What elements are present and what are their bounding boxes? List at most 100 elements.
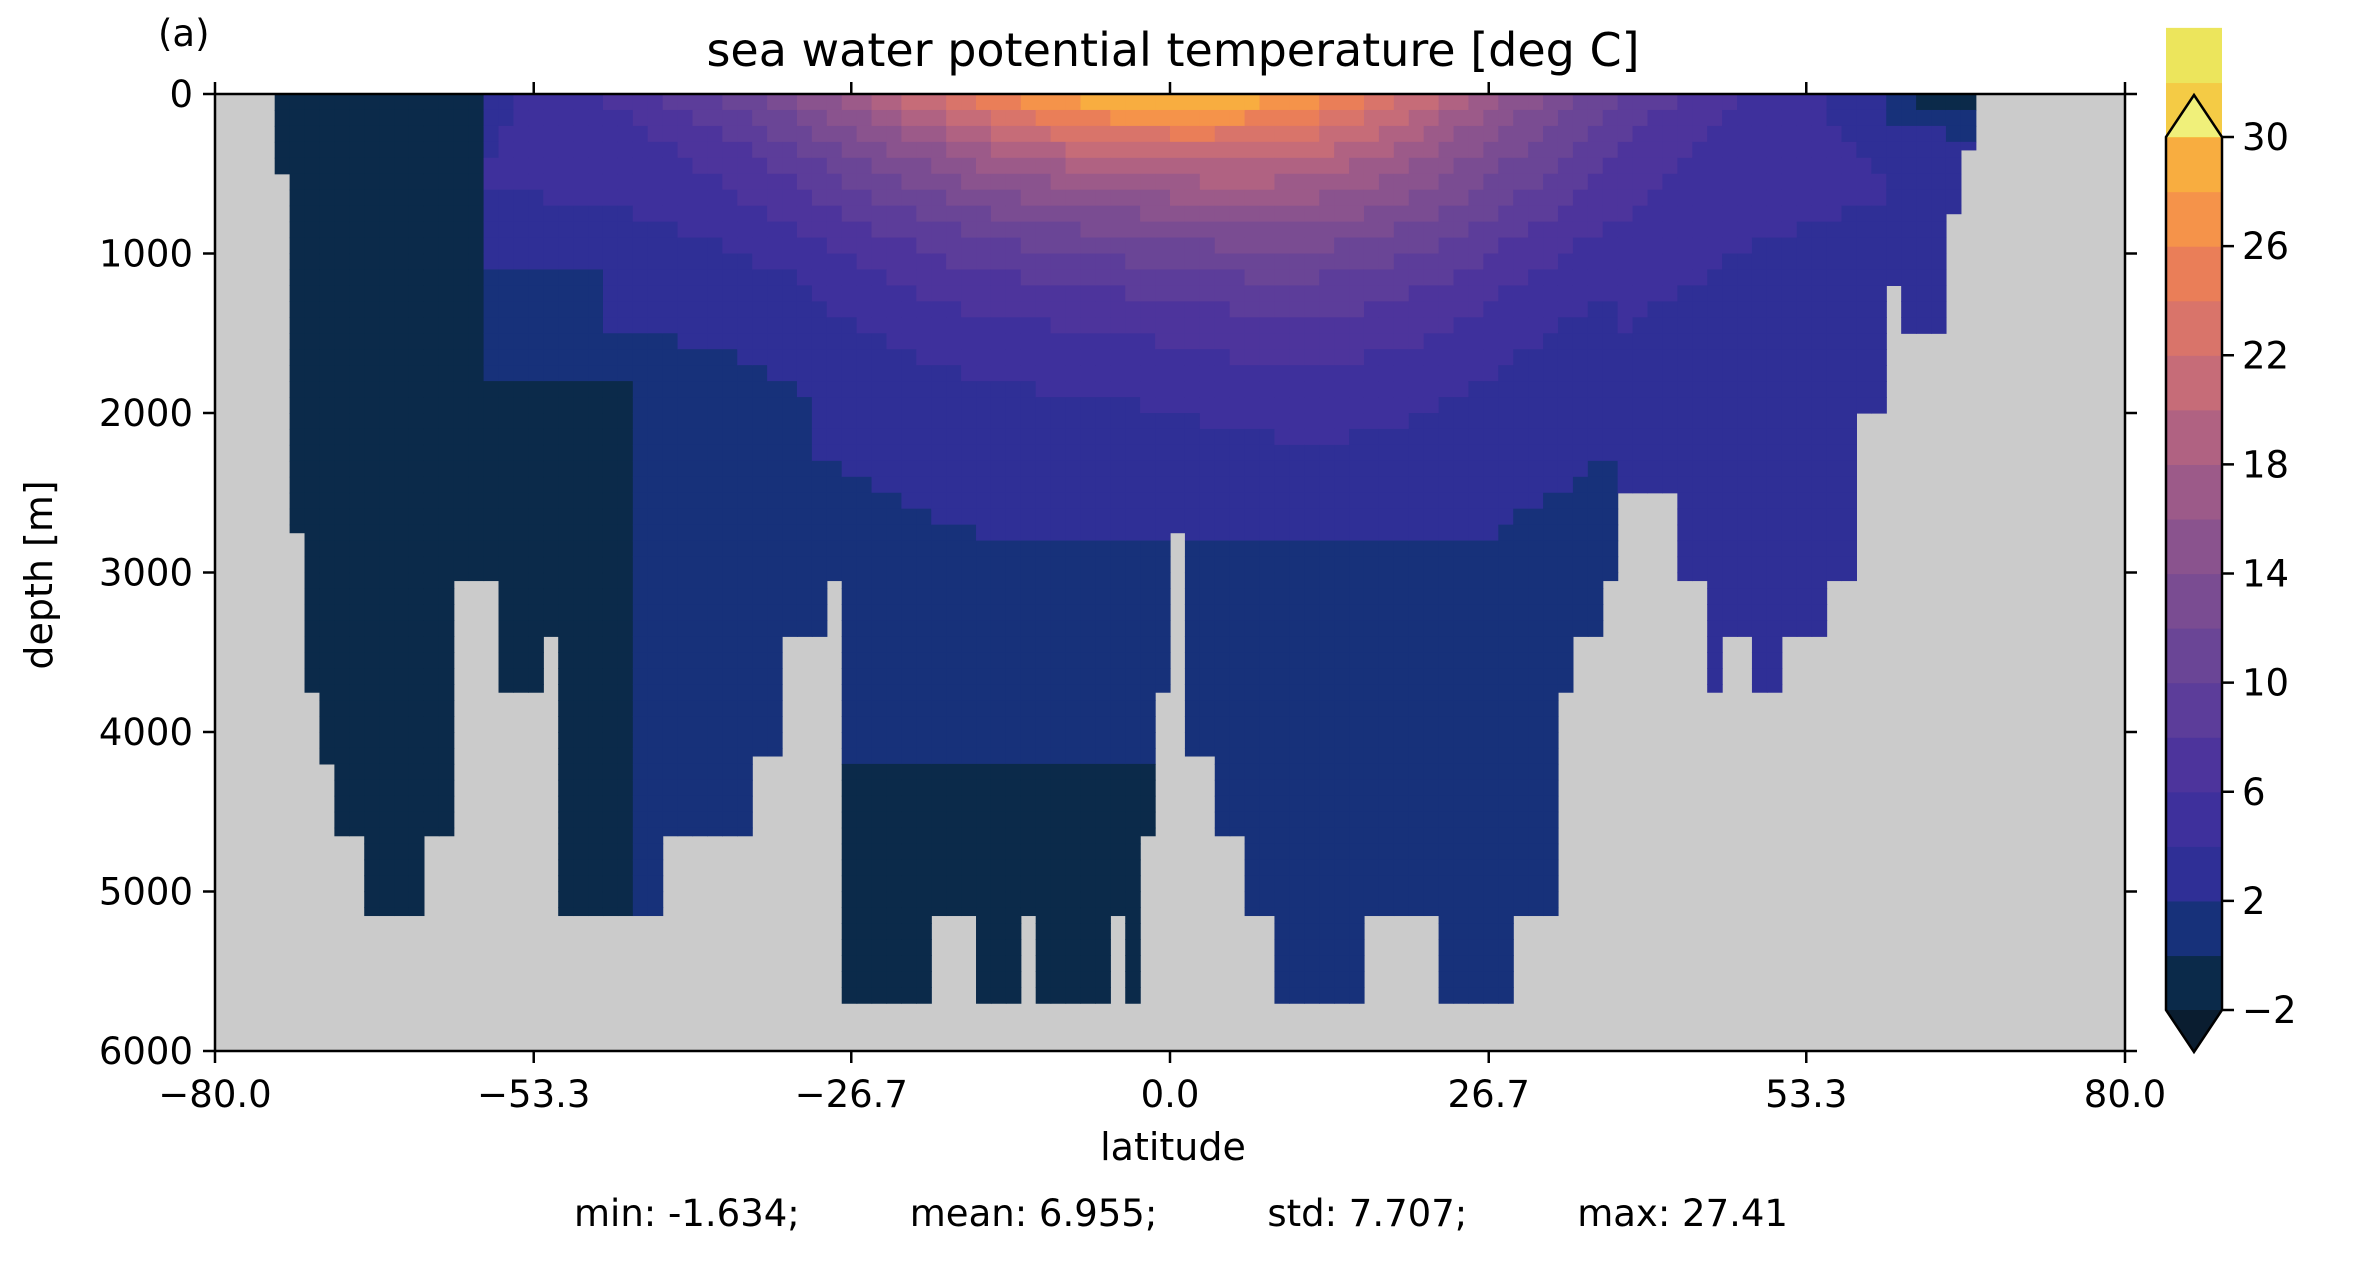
heatmap-cell xyxy=(1110,109,1126,127)
heatmap-cell xyxy=(647,716,664,733)
heatmap-cell xyxy=(692,684,709,701)
heatmap-cell xyxy=(1468,237,1484,255)
heatmap-cell xyxy=(1184,109,1201,127)
heatmap-cell xyxy=(1274,779,1290,797)
heatmap-cell xyxy=(1140,285,1156,302)
heatmap-cell xyxy=(1035,285,1052,302)
heatmap-cell xyxy=(1468,301,1484,318)
heatmap-cell xyxy=(1199,94,1216,111)
heatmap-cell xyxy=(1498,460,1514,478)
heatmap-cell xyxy=(1334,716,1350,733)
heatmap-cell xyxy=(976,237,992,255)
heatmap-cell xyxy=(1065,747,1082,765)
heatmap-cell xyxy=(1035,875,1052,893)
heatmap-cell xyxy=(408,285,425,302)
heatmap-cell xyxy=(692,397,709,414)
heatmap-cell xyxy=(1796,460,1813,478)
heatmap-cell xyxy=(1035,173,1052,191)
heatmap-cell xyxy=(1184,189,1201,207)
heatmap-cell xyxy=(1349,827,1365,845)
heatmap-cell xyxy=(782,317,798,334)
heatmap-cell xyxy=(1274,237,1290,255)
heatmap-cell xyxy=(1289,700,1305,717)
heatmap-cell xyxy=(438,413,455,430)
heatmap-cell xyxy=(528,588,544,605)
heatmap-cell xyxy=(1483,428,1499,446)
heatmap-cell xyxy=(1543,476,1559,494)
heatmap-cell xyxy=(1110,795,1126,813)
heatmap-cell xyxy=(602,428,619,446)
heatmap-cell xyxy=(1796,189,1813,207)
heatmap-cell xyxy=(916,492,932,510)
heatmap-cell xyxy=(1140,795,1156,813)
heatmap-cell xyxy=(438,524,455,542)
heatmap-cell xyxy=(1632,237,1649,255)
heatmap-cell xyxy=(468,141,485,159)
heatmap-cell xyxy=(1587,588,1604,605)
heatmap-cell xyxy=(1155,141,1171,159)
heatmap-cell xyxy=(1199,205,1216,223)
heatmap-cell xyxy=(319,125,335,143)
heatmap-cell xyxy=(782,365,798,382)
heatmap-cell xyxy=(602,269,619,286)
heatmap-cell xyxy=(1125,939,1141,956)
heatmap-cell xyxy=(1587,524,1604,542)
heatmap-cell xyxy=(1259,604,1276,621)
heatmap-cell xyxy=(1095,923,1111,940)
heatmap-cell xyxy=(573,811,589,829)
heatmap-cell xyxy=(1483,732,1499,749)
heatmap-cell xyxy=(1841,572,1857,582)
heatmap-cell xyxy=(1543,173,1559,191)
heatmap-cell xyxy=(871,843,888,861)
heatmap-cell xyxy=(856,285,873,302)
heatmap-cell xyxy=(1453,811,1470,829)
heatmap-cell xyxy=(304,556,321,574)
heatmap-cell xyxy=(334,588,350,605)
heatmap-cell xyxy=(796,540,813,558)
heatmap-cell xyxy=(349,716,365,733)
heatmap-cell xyxy=(1931,221,1947,239)
heatmap-cell xyxy=(1632,94,1649,111)
heatmap-cell xyxy=(1334,317,1350,334)
heatmap-cell xyxy=(1557,173,1574,191)
heatmap-cell xyxy=(826,317,843,334)
heatmap-cell xyxy=(1110,397,1126,414)
heatmap-cell xyxy=(1602,141,1619,159)
heatmap-cell xyxy=(1378,843,1395,861)
heatmap-cell xyxy=(1393,253,1410,271)
heatmap-cell xyxy=(1453,428,1470,446)
heatmap-cell xyxy=(334,476,350,494)
heatmap-cell xyxy=(1244,381,1261,398)
heatmap-cell xyxy=(1110,237,1126,255)
heatmap-cell xyxy=(1155,492,1171,510)
heatmap-cell xyxy=(1543,205,1559,223)
heatmap-cell xyxy=(1856,94,1872,111)
heatmap-cell xyxy=(1125,572,1141,590)
heatmap-cell xyxy=(1125,109,1141,127)
heatmap-cell xyxy=(394,556,410,574)
heatmap-cell xyxy=(1378,875,1395,893)
heatmap-cell xyxy=(438,508,455,526)
heatmap-cell xyxy=(1080,540,1096,558)
heatmap-cell xyxy=(1229,779,1246,797)
heatmap-cell xyxy=(1349,189,1365,207)
heatmap-cell xyxy=(1319,636,1335,653)
heatmap-cell xyxy=(931,428,947,446)
heatmap-cell xyxy=(1363,173,1380,191)
heatmap-cell xyxy=(1125,732,1141,749)
heatmap-cell xyxy=(379,428,395,446)
heatmap-cell xyxy=(901,763,917,781)
heatmap-cell xyxy=(1453,763,1470,781)
heatmap-cell xyxy=(707,811,723,829)
heatmap-cell xyxy=(1528,652,1544,669)
heatmap-cell xyxy=(886,94,902,111)
heatmap-cell xyxy=(677,157,694,175)
heatmap-cell xyxy=(1662,349,1678,366)
heatmap-cell xyxy=(498,524,515,542)
heatmap-cell xyxy=(677,253,694,271)
heatmap-cell xyxy=(1528,763,1544,781)
colorbar-segment xyxy=(2166,355,2222,411)
heatmap-cell xyxy=(752,189,768,207)
heatmap-cell xyxy=(558,205,574,223)
heatmap-cell xyxy=(916,109,932,127)
